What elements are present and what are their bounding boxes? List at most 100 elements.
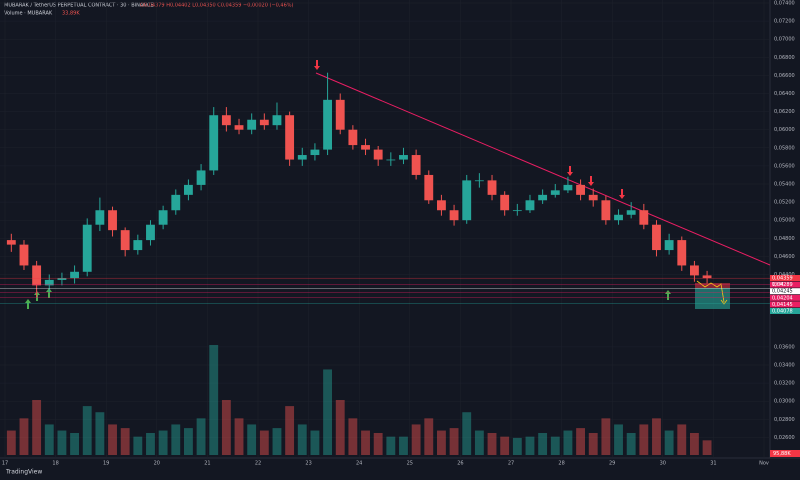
x-tick-label: 29 xyxy=(609,461,615,467)
volume-bar xyxy=(462,412,472,455)
volume-text: 33,89K xyxy=(62,11,80,17)
volume-bar xyxy=(652,418,661,455)
volume-bar xyxy=(133,436,143,455)
volume-bar xyxy=(639,424,649,455)
volume-bar xyxy=(57,430,67,455)
y-tick-label: 0,07000 xyxy=(774,37,795,43)
x-tick-label: 27 xyxy=(508,461,514,467)
volume-bar xyxy=(335,400,345,455)
candle-body xyxy=(399,155,408,160)
candle-body xyxy=(588,194,598,201)
candle-body xyxy=(323,99,333,150)
volume-bar xyxy=(259,430,269,455)
volume-badge: 95,88K xyxy=(773,451,791,457)
candle-body xyxy=(95,210,105,225)
x-tick-label: 25 xyxy=(407,461,413,467)
x-tick-label: 24 xyxy=(356,461,362,467)
candle-body xyxy=(133,240,143,251)
y-tick-label: 0,05400 xyxy=(774,182,795,188)
y-tick-label: 0,04600 xyxy=(774,254,795,260)
candle-body xyxy=(500,194,510,211)
y-tick-label: 0,05600 xyxy=(774,163,795,169)
candle-body xyxy=(361,145,370,150)
volume-bar xyxy=(386,436,396,455)
candle-body xyxy=(247,119,257,130)
level-badge xyxy=(770,308,800,314)
candle-body xyxy=(196,170,206,185)
ohlc-text: O0,04379 H0,04402 L0,04350 C0,04359 −0,0… xyxy=(140,3,294,9)
candle-body xyxy=(576,184,586,195)
candle-body xyxy=(348,129,358,146)
y-tick-label: 0,07200 xyxy=(774,19,795,25)
y-tick-label: 0,07400 xyxy=(774,1,795,7)
target-zone xyxy=(695,288,730,309)
level-label: 0,04359 xyxy=(772,276,793,282)
y-tick-label: 0,06400 xyxy=(774,91,795,97)
level-badge xyxy=(770,288,800,295)
y-tick-label: 0,06600 xyxy=(774,73,795,79)
volume-bar xyxy=(310,430,320,455)
candle-body xyxy=(183,184,193,195)
level-label: 0,04245 xyxy=(772,289,793,295)
candle-body xyxy=(449,210,459,221)
volume-bar xyxy=(399,436,408,455)
y-tick-label: 0,03600 xyxy=(774,344,795,350)
y-tick-label: 0,06200 xyxy=(774,109,795,115)
candle-body xyxy=(689,265,699,276)
y-tick-label: 0,06000 xyxy=(774,127,795,133)
volume-bar xyxy=(449,428,459,455)
volume-bar xyxy=(272,428,282,455)
volume-bar xyxy=(70,433,80,455)
volume-bar xyxy=(196,418,206,455)
candle-body xyxy=(487,180,497,195)
volume-bar xyxy=(664,430,674,455)
candle-body xyxy=(626,210,636,215)
candle-body xyxy=(120,230,130,251)
candle-body xyxy=(652,224,661,251)
volume-bar xyxy=(436,430,446,455)
volume-bar xyxy=(171,424,181,455)
volume-bar xyxy=(500,436,510,455)
x-tick-label: 17 xyxy=(2,461,8,467)
volume-bar xyxy=(424,418,434,455)
candle-body xyxy=(272,115,282,126)
candle-body xyxy=(436,200,446,211)
candle-body xyxy=(171,194,181,211)
candle-body xyxy=(310,149,320,156)
brand: TradingView xyxy=(5,469,42,476)
level-label: 0,04145 xyxy=(772,302,793,308)
x-tick-label: Nov xyxy=(759,461,769,467)
x-tick-label: 30 xyxy=(660,461,666,467)
candle-body xyxy=(108,210,117,231)
volume-bar xyxy=(487,433,497,455)
volume-bar xyxy=(626,433,636,455)
volume-bar xyxy=(120,428,130,455)
projection xyxy=(696,280,725,303)
volume-bar xyxy=(576,428,586,455)
candle-body xyxy=(525,200,535,211)
y-tick-label: 0,05200 xyxy=(774,200,795,206)
x-tick-label: 23 xyxy=(305,461,311,467)
x-tick-label: 18 xyxy=(52,461,58,467)
candle-body xyxy=(57,278,67,280)
volume-bar xyxy=(550,436,560,455)
volume-bar xyxy=(6,430,16,455)
volume-bar xyxy=(158,430,168,455)
x-tick-label: 28 xyxy=(558,461,564,467)
candle-body xyxy=(411,155,421,175)
x-tick-label: 21 xyxy=(204,461,210,467)
candle-body xyxy=(259,119,269,126)
candle-body xyxy=(32,265,42,286)
volume-bar xyxy=(411,424,421,455)
level-badge xyxy=(770,294,800,301)
volume-bar xyxy=(297,424,307,455)
volume-bar xyxy=(183,428,193,455)
volume-badge-bg xyxy=(770,450,800,457)
candle-body xyxy=(158,210,168,225)
candle-body xyxy=(335,99,345,130)
volume-bar xyxy=(32,400,42,455)
trend-line xyxy=(315,72,771,266)
volume-bar xyxy=(373,433,383,455)
